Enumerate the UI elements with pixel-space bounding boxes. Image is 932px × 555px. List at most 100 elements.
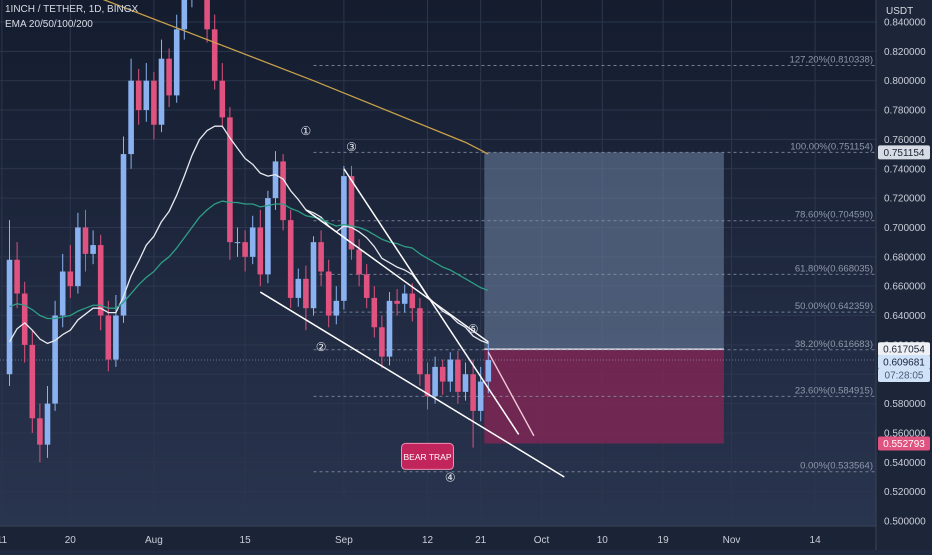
candle-body xyxy=(204,0,210,30)
time-scale-bg xyxy=(0,526,876,550)
candle-body xyxy=(219,80,226,118)
candle-body xyxy=(287,220,294,298)
candle-body xyxy=(166,58,172,96)
wave-labels: ① ② ③ ④ ⑤ xyxy=(301,124,479,484)
countdown-badge-bg xyxy=(878,368,930,383)
candle-body xyxy=(295,278,302,298)
candle-body xyxy=(447,359,454,382)
x-tick-label: Oct xyxy=(534,535,550,546)
entry-price-badge: 0.617054 xyxy=(883,345,925,356)
candle-body xyxy=(401,293,408,304)
ema200-line xyxy=(102,0,489,155)
y-tick-label: 0.560000 xyxy=(884,428,926,439)
x-tick-label: 12 xyxy=(422,535,434,546)
x-tick-label: 14 xyxy=(810,535,822,546)
target-price-badge: 0.751154 xyxy=(884,148,925,159)
indicator-legend[interactable]: EMA 20/50/100/200 xyxy=(5,19,93,30)
countdown-badge: 07:28:05 xyxy=(885,371,924,382)
candle-body xyxy=(120,154,127,316)
bear-trap-label: BEAR TRAP xyxy=(403,452,451,462)
candle-body xyxy=(424,374,431,397)
fib-label: 100.00%(0.751154) xyxy=(790,141,873,152)
last-price-badge-bg xyxy=(878,355,930,370)
candle-body xyxy=(143,80,150,111)
y-tick-label: 0.540000 xyxy=(884,458,926,469)
candle-body xyxy=(227,117,233,243)
fib-label: 38.20%(0.616683) xyxy=(795,339,873,350)
y-tick-label: 0.500000 xyxy=(884,517,926,528)
candle-body xyxy=(6,259,13,375)
candle-body xyxy=(325,271,332,316)
ema20-line xyxy=(8,125,489,345)
x-tick-label: Aug xyxy=(145,535,163,546)
candle-body xyxy=(371,297,378,328)
candle-body xyxy=(37,418,43,445)
y-tick-label: 0.740000 xyxy=(884,164,926,175)
position-zones xyxy=(484,152,724,444)
candle-body xyxy=(234,242,241,244)
y-tick-label: 0.640000 xyxy=(884,311,926,322)
candle-body xyxy=(394,300,400,304)
candle-body xyxy=(90,245,96,254)
ema-lines xyxy=(8,0,489,345)
entry-price-badge-bg xyxy=(878,342,930,357)
x-tick-label: 10 xyxy=(597,535,609,546)
candle-body xyxy=(485,360,492,382)
fib-levels: 127.20%(0.810338) 100.00%(0.751154) 78.60%… xyxy=(0,55,876,473)
candle-body xyxy=(211,29,218,81)
candle-body xyxy=(363,274,370,298)
y-tick-label: 0.700000 xyxy=(884,223,926,234)
trendline xyxy=(305,209,489,343)
candle-body xyxy=(44,403,51,445)
candle-body xyxy=(341,176,347,301)
y-tick-label: 0.520000 xyxy=(884,487,926,498)
y-tick-label: 0.660000 xyxy=(884,282,926,293)
candle-body xyxy=(82,227,89,254)
x-tick-label: 15 xyxy=(240,535,252,546)
candle-body xyxy=(265,198,271,275)
x-tick-label: 19 xyxy=(658,535,670,546)
fib-label: 0.00%(0.533564) xyxy=(800,461,873,472)
fib-label: 78.60%(0.704590) xyxy=(795,210,873,221)
candle-body xyxy=(409,293,416,309)
x-tick-label: Sep xyxy=(335,535,353,546)
candle-body xyxy=(105,315,112,360)
candle-body xyxy=(97,245,104,316)
ema50-line xyxy=(9,200,489,320)
candle-body xyxy=(439,366,446,382)
candle-body xyxy=(470,374,476,411)
candle-body xyxy=(257,227,264,275)
y-tick-label: 0.840000 xyxy=(884,18,926,29)
annotations: BEAR TRAP xyxy=(401,442,454,470)
candle-body xyxy=(333,300,340,316)
candle-body xyxy=(462,374,469,392)
candles xyxy=(6,0,492,463)
candle-body xyxy=(379,327,385,357)
candle-body xyxy=(280,161,286,221)
projection-arrow xyxy=(487,351,535,437)
candle-body xyxy=(477,381,484,411)
candle-body xyxy=(29,344,36,419)
candle-body xyxy=(151,80,157,125)
fib-label: 50.00%(0.642359) xyxy=(795,301,873,312)
y-tick-label: 0.580000 xyxy=(884,399,926,410)
candle-body xyxy=(356,249,362,275)
y-tick-label: 0.820000 xyxy=(884,47,926,58)
candle-body xyxy=(432,366,438,397)
profit-zone xyxy=(484,152,724,350)
last-price-badge: 0.609681 xyxy=(883,358,925,369)
candle-body xyxy=(67,271,74,287)
y-tick-label: 0.800000 xyxy=(884,76,926,87)
candle-body xyxy=(14,259,20,294)
fib-label: 61.80%(0.668035) xyxy=(795,263,873,274)
candle-body xyxy=(75,227,81,287)
y-tick-label: 0.760000 xyxy=(884,135,926,146)
candle-body xyxy=(249,227,256,257)
wave-label: ② xyxy=(316,340,327,354)
candle-body xyxy=(386,300,393,357)
fib-label: 23.60%(0.584915) xyxy=(795,385,873,396)
fib-label: 127.20%(0.810338) xyxy=(790,55,873,66)
